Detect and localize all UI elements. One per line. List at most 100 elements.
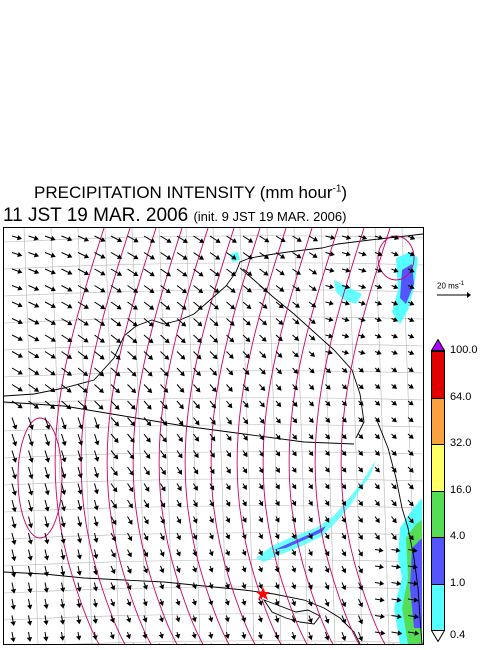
wind-vector-head (116, 254, 123, 259)
wind-vector-head (66, 404, 72, 410)
wind-vector-head (28, 474, 34, 480)
wind-vector-head (341, 400, 347, 406)
wind-vector-head (231, 254, 237, 260)
wind-vector-head (241, 600, 247, 606)
wind-vector-head (296, 237, 302, 242)
wind-vector-head (161, 453, 167, 459)
wind-vector-head (111, 536, 116, 542)
wind-vector-head (413, 564, 418, 570)
wind-vector-head (16, 235, 22, 241)
wind-vector-head (145, 453, 151, 459)
wind-vector-head (392, 317, 399, 323)
wind-vector-head (158, 633, 164, 639)
wind-vector-head (83, 304, 89, 309)
wind-vector-head (196, 354, 202, 360)
wind-vector-head (358, 450, 364, 456)
wind-vector-head (360, 333, 366, 339)
wind-vector-head (241, 517, 247, 523)
wind-vector-head (98, 404, 104, 410)
wind-vector-head (408, 518, 414, 524)
wind-vector-head (34, 336, 40, 342)
wind-vector-head (116, 321, 122, 327)
wind-vector-head (307, 550, 313, 557)
wind-vector-head (294, 302, 300, 308)
wind-vector-head (375, 400, 381, 406)
wind-vector-head (67, 269, 73, 275)
contour-line (210, 228, 290, 644)
wind-vector-head (34, 269, 40, 275)
wind-vector-head (11, 523, 17, 529)
wind-vector-head (292, 434, 297, 440)
wind-vector-head (114, 421, 120, 427)
wind-vector-head (309, 401, 314, 407)
contour-closed (17, 417, 63, 539)
wind-vector-head (162, 437, 167, 443)
wind-vector-head (33, 403, 39, 409)
wind-vector-head (60, 555, 66, 561)
wind-vector-head (43, 555, 50, 561)
wind-vector-head (164, 354, 170, 360)
wind-vector-head (392, 333, 398, 339)
wind-vector-head (325, 417, 331, 423)
wind-vector-head (113, 454, 119, 460)
wind-vector-head (341, 602, 347, 608)
wind-vector-head (241, 634, 247, 640)
wind-vector-head (198, 271, 204, 277)
grid-meridian (293, 228, 309, 644)
contour-line (262, 228, 342, 644)
wind-vector-head (176, 485, 182, 492)
wind-vector-head (209, 468, 215, 475)
grid-meridian (104, 228, 120, 644)
wind-vector-head (275, 434, 281, 441)
wind-vector-head (208, 567, 214, 573)
wind-vector-head (412, 547, 418, 553)
wind-vector-head (17, 386, 23, 392)
wind-vector-head (230, 287, 236, 293)
wind-vector-head (408, 434, 414, 439)
wind-vector-head (126, 584, 132, 591)
wind-vector-head (50, 320, 56, 325)
wind-vector-head (260, 385, 266, 392)
wind-vector-head (391, 467, 397, 473)
wind-vector-head (341, 534, 347, 540)
contour-line (236, 228, 316, 644)
wind-vector-head (99, 321, 106, 326)
wind-vector-head (67, 286, 73, 292)
wind-vector-head (100, 253, 106, 259)
wind-vector-head (93, 505, 99, 511)
wind-vector-head (243, 402, 249, 408)
wind-vector-head (208, 584, 214, 590)
wind-vector-head (145, 437, 151, 443)
wind-vector-head (77, 457, 83, 463)
wind-vector-head (360, 317, 366, 323)
precipitation-areas (230, 252, 422, 644)
colorbar-box (431, 537, 445, 585)
wind-vector-head (78, 424, 84, 430)
wind-vector-head (324, 500, 330, 507)
wind-vector-head (208, 518, 214, 524)
title-unit-exponent: -1 (332, 183, 342, 195)
wind-vector-head (208, 550, 214, 557)
wind-vector-head (242, 468, 248, 474)
wind-vector-head (276, 369, 282, 375)
wind-vector-head (226, 452, 232, 458)
wind-vector-head (158, 600, 164, 607)
wind-vector-head (362, 234, 368, 240)
wind-vector-head (176, 518, 182, 524)
wind-vector-head (328, 316, 334, 323)
wind-vector-head (228, 353, 234, 359)
valid-time: 11 JST 19 MAR. 2006 (3, 205, 189, 226)
wind-vector-head (43, 587, 49, 593)
wind-vector-head (10, 605, 16, 610)
colorbar-tick-label: 1.0 (450, 576, 466, 589)
wind-vector-head (330, 234, 336, 240)
wind-vector-head (344, 300, 350, 306)
wind-vector-head (208, 617, 214, 623)
wind-vector-head (378, 547, 384, 553)
wind-vector-head (144, 502, 149, 509)
wind-vector-head (178, 404, 184, 410)
wind-vector-head (161, 469, 166, 476)
wind-vector-head (127, 552, 132, 558)
wind-vector-head (130, 404, 136, 410)
star-icon (256, 587, 270, 600)
